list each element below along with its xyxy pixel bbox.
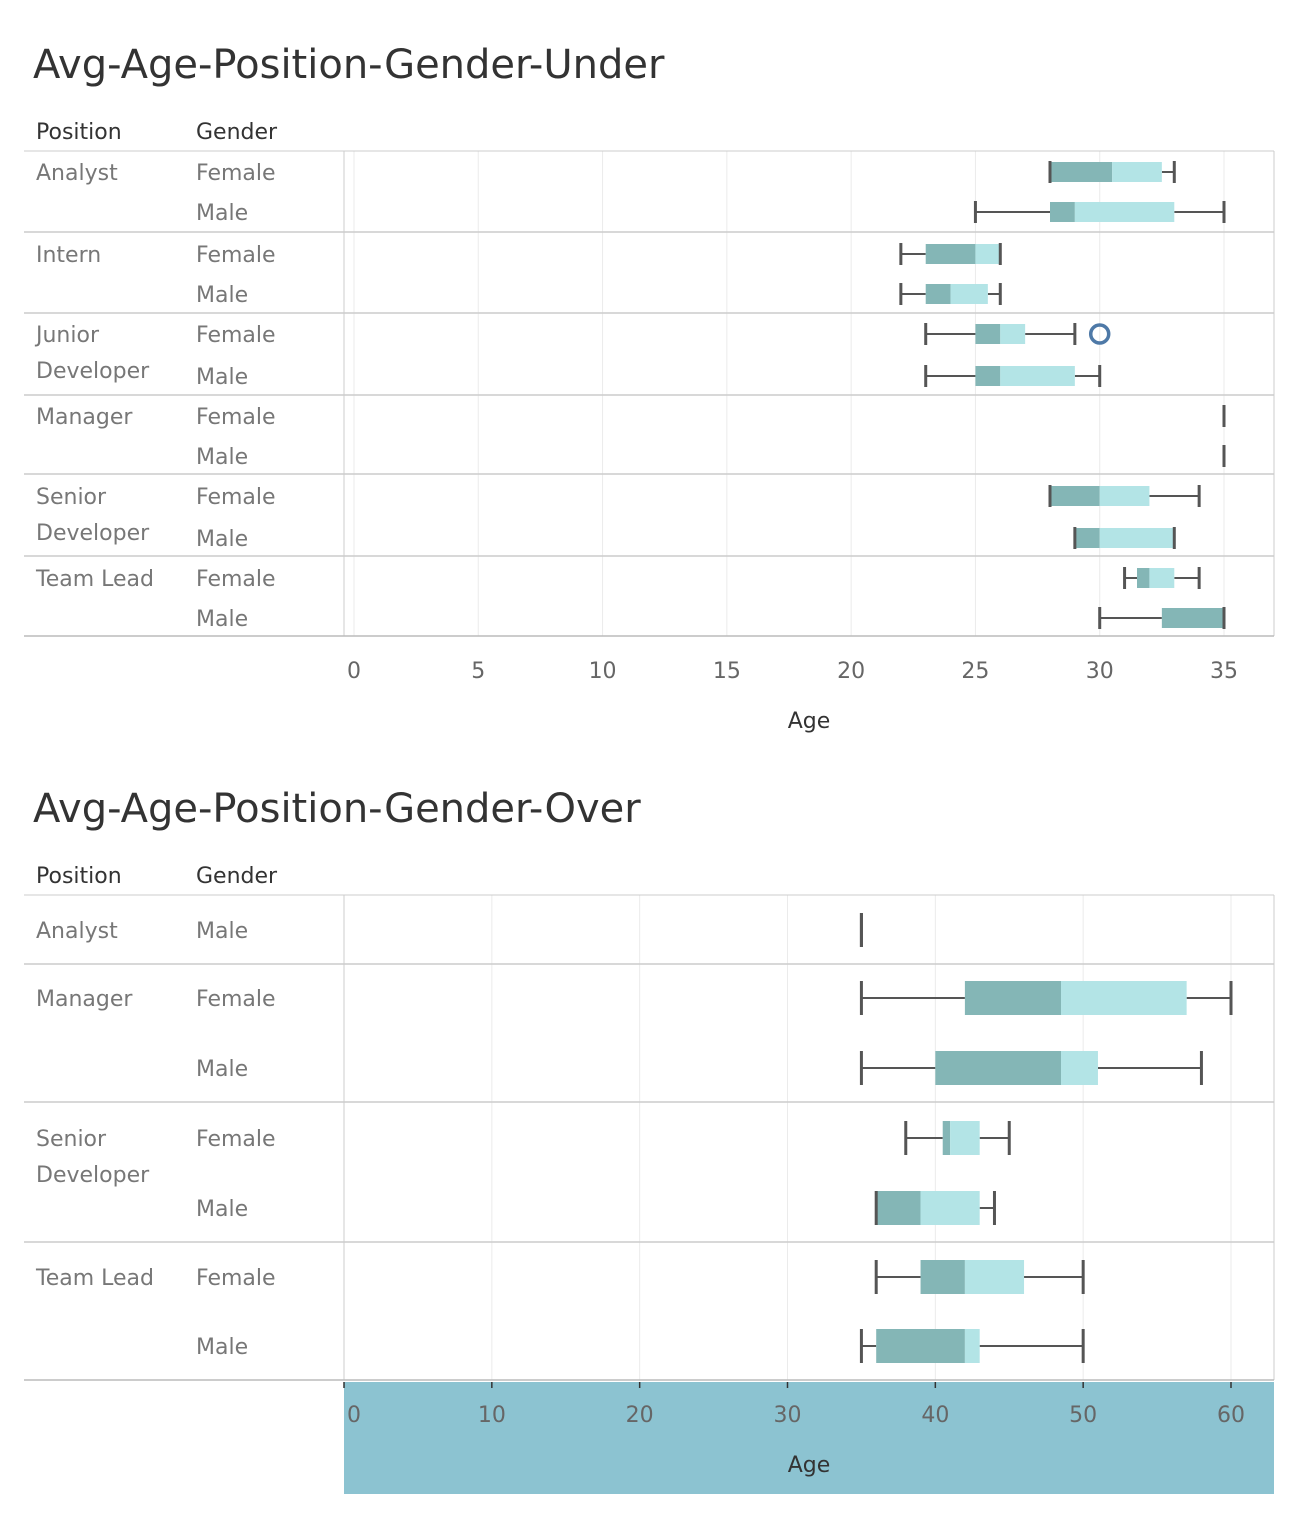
gender-label: Male: [196, 919, 248, 944]
box-upper: [965, 1260, 1024, 1294]
x-tick-label: 60: [1217, 1403, 1245, 1428]
gender-label: Male: [196, 1057, 248, 1082]
box-lower: [943, 1121, 950, 1155]
gender-label: Female: [196, 1266, 276, 1291]
gender-label: Male: [196, 1335, 248, 1360]
box-upper: [921, 1191, 980, 1225]
position-label: Developer: [36, 1163, 150, 1188]
box-lower: [935, 1051, 1061, 1085]
box-lower: [965, 981, 1061, 1015]
position-label: Manager: [36, 987, 133, 1012]
box-upper: [1061, 1051, 1098, 1085]
box-upper: [1061, 981, 1187, 1015]
box-lower: [921, 1260, 965, 1294]
position-label: Analyst: [36, 919, 118, 944]
x-axis-label: Age: [788, 1453, 831, 1478]
box-lower: [876, 1191, 920, 1225]
x-tick-label: 50: [1069, 1403, 1097, 1428]
gender-label: Female: [196, 987, 276, 1012]
position-label: Senior: [36, 1127, 107, 1152]
x-tick-label: 10: [478, 1403, 506, 1428]
box-lower: [876, 1329, 965, 1363]
gender-label: Female: [196, 1127, 276, 1152]
x-tick-label: 40: [921, 1403, 949, 1428]
box-upper: [965, 1329, 980, 1363]
x-tick-label: 20: [626, 1403, 654, 1428]
x-tick-label: 30: [774, 1403, 802, 1428]
x-tick-label: 0: [347, 1403, 361, 1428]
box-upper: [950, 1121, 980, 1155]
gender-label: Male: [196, 1197, 248, 1222]
position-label: Team Lead: [35, 1266, 154, 1291]
